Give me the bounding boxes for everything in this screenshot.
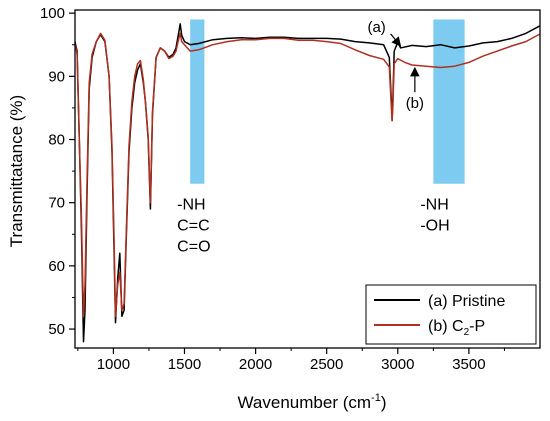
x-tick-label-1: 1500 <box>168 356 201 373</box>
y-tick-label-2: 70 <box>48 195 65 212</box>
region-0-label-2: C=O <box>177 239 210 256</box>
legend-label-b-main: (b) C <box>428 318 464 335</box>
x-tick-label-4: 3000 <box>381 356 414 373</box>
region-1-label-0: -NH <box>420 197 448 214</box>
shaded-region-1 <box>433 19 465 184</box>
plot-frame <box>74 9 541 349</box>
shaded-region-0 <box>190 19 205 184</box>
legend-label-b: (b) C2-P <box>428 318 485 338</box>
x-tick-label-0: 1000 <box>97 356 130 373</box>
x-tick-label-2: 2000 <box>239 356 272 373</box>
x-axis-label: Wavenumber (cm-1) <box>238 392 387 412</box>
annotation-label-0: (a) <box>367 19 385 36</box>
annotation-arrow-0 <box>390 33 402 47</box>
x-axis-label-tail: ) <box>381 393 387 412</box>
annotations: (a) (b) <box>367 19 424 112</box>
region-0-label-1: C=C <box>177 218 209 235</box>
legend-label-b-sub: 2 <box>464 327 470 338</box>
x-axis-ticks: 1000 1500 2000 2500 3000 3500 <box>77 348 505 373</box>
y-axis-label: Transmittatance (%) <box>7 95 26 247</box>
x-tick-label-5: 3500 <box>452 356 485 373</box>
series-line-1 <box>74 32 541 318</box>
y-tick-label-5: 100 <box>40 5 65 22</box>
y-tick-label-3: 80 <box>48 132 65 149</box>
region-0-label-0: -NH <box>177 197 205 214</box>
region-labels: -NH C=C C=O -NH -OH <box>177 197 449 256</box>
legend-label-a: (a) Pristine <box>428 293 505 310</box>
y-tick-label-0: 50 <box>48 321 65 338</box>
x-axis-label-sup: -1 <box>371 392 381 404</box>
legend-box <box>365 284 537 345</box>
annotation-label-1: (b) <box>406 95 424 112</box>
x-axis-label-main: Wavenumber (cm <box>238 393 372 412</box>
y-tick-label-4: 90 <box>48 68 65 85</box>
legend: (a) Pristine (b) C2-P <box>365 284 537 345</box>
y-tick-label-1: 60 <box>48 258 65 275</box>
legend-label-b-tail: -P <box>469 318 485 335</box>
region-1-label-1: -OH <box>420 218 449 235</box>
y-axis-ticks: 50 60 70 80 90 100 <box>40 5 75 338</box>
x-tick-label-3: 2500 <box>310 356 343 373</box>
